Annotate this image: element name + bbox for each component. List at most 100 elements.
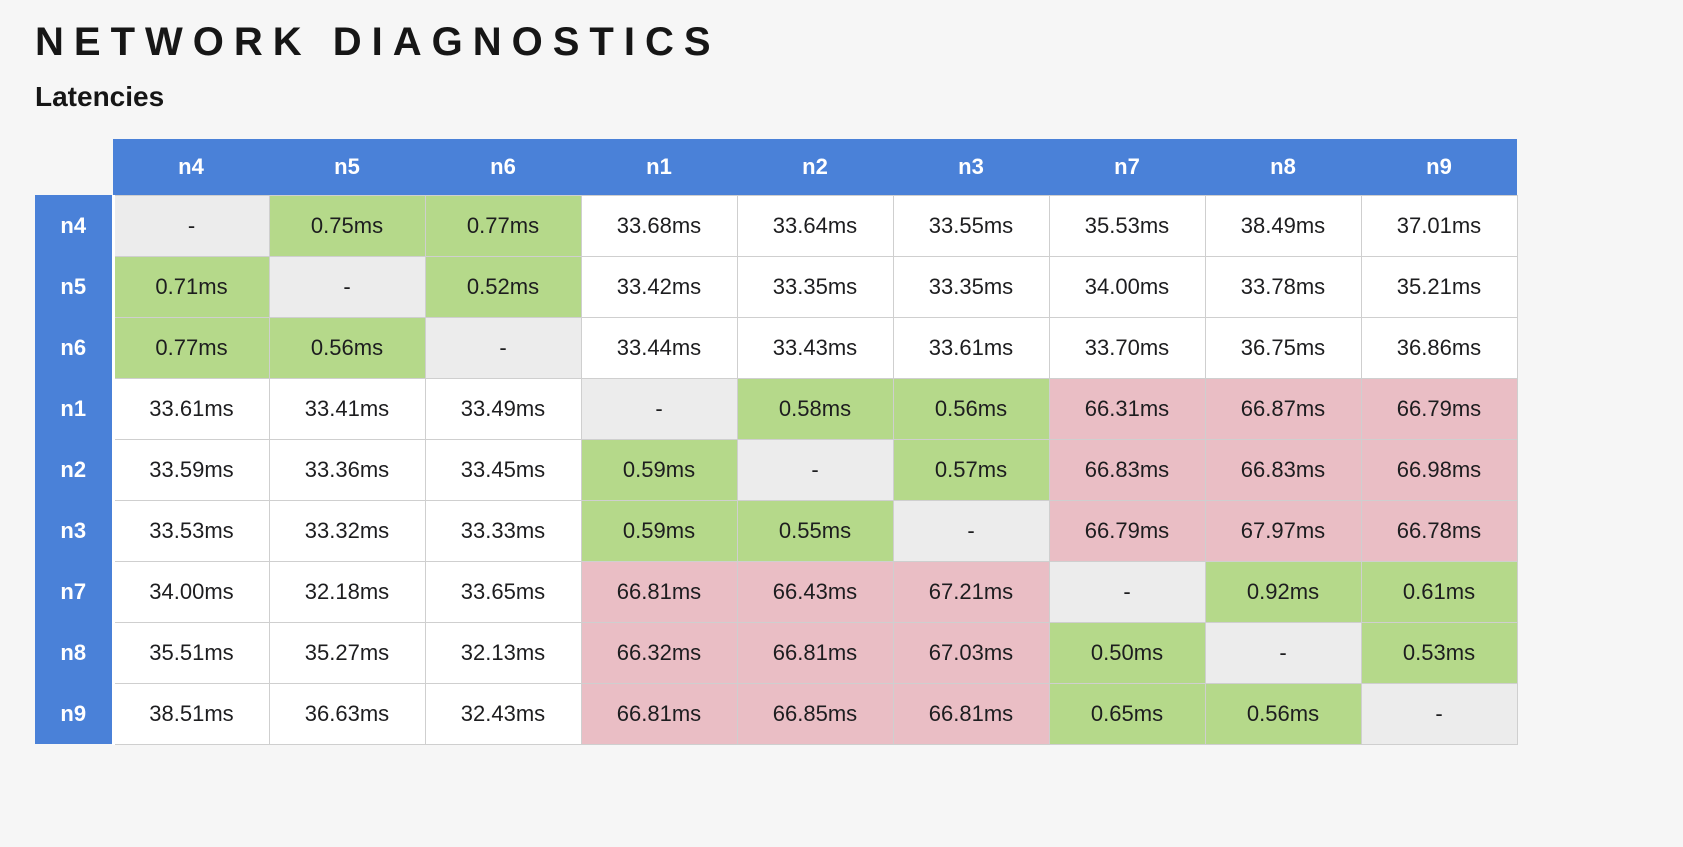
latency-cell-n1-n8: 66.87ms [1204, 377, 1362, 440]
row-header-n4: n4 [35, 195, 115, 256]
latency-cell-n3-n5: 33.32ms [268, 499, 426, 562]
latency-matrix-table: n4 n5 n6 n1 n2 n3 n7 n8 n9 n4-0.75ms 0.77ms 33.68m… [35, 139, 1518, 745]
latency-cell-n8-n2: 66.81ms [736, 621, 894, 684]
column-header-n6: n6 [425, 139, 581, 195]
latency-cell-n1-n4: 33.61ms [112, 377, 270, 440]
latency-cell-n9-n7: 0.65ms [1048, 682, 1206, 745]
row-header-n8: n8 [35, 622, 115, 683]
column-header-n1: n1 [581, 139, 737, 195]
latency-cell-n6-n1: 33.44ms [580, 316, 738, 379]
latency-cell-n4-n1: 33.68ms [580, 194, 738, 257]
latency-cell-n9-n9: - [1360, 682, 1518, 745]
latency-cell-n9-n2: 66.85ms [736, 682, 894, 745]
table-row-n8: n8 35.51ms 35.27ms 32.13ms 66.32ms 66.81ms 67.… [35, 621, 1518, 684]
latency-cell-n2-n1: 0.59ms [580, 438, 738, 501]
latency-cell-n1-n7: 66.31ms [1048, 377, 1206, 440]
latency-cell-n6-n4: 0.77ms [112, 316, 270, 379]
latency-cell-n7-n7: - [1048, 560, 1206, 623]
latency-cell-n2-n9: 66.98ms [1360, 438, 1518, 501]
latency-cell-n8-n5: 35.27ms [268, 621, 426, 684]
table-row-n1: n1 33.61ms 33.41ms 33.49ms -0.58ms 0.56ms 66.3… [35, 377, 1518, 440]
latency-cell-n1-n2: 0.58ms [736, 377, 894, 440]
latency-cell-n8-n4: 35.51ms [112, 621, 270, 684]
latency-cell-n3-n8: 67.97ms [1204, 499, 1362, 562]
latency-cell-n5-n4: 0.71ms [112, 255, 270, 318]
latency-cell-n9-n6: 32.43ms [424, 682, 582, 745]
latency-cell-n1-n6: 33.49ms [424, 377, 582, 440]
latency-cell-n7-n4: 34.00ms [112, 560, 270, 623]
latency-cell-n5-n5: - [268, 255, 426, 318]
latency-cell-n2-n6: 33.45ms [424, 438, 582, 501]
latency-cell-n7-n1: 66.81ms [580, 560, 738, 623]
row-header-n3: n3 [35, 500, 115, 561]
column-header-n5: n5 [269, 139, 425, 195]
latency-cell-n5-n9: 35.21ms [1360, 255, 1518, 318]
latency-cell-n8-n7: 0.50ms [1048, 621, 1206, 684]
latency-cell-n3-n7: 66.79ms [1048, 499, 1206, 562]
latency-cell-n4-n5: 0.75ms [268, 194, 426, 257]
latency-cell-n8-n9: 0.53ms [1360, 621, 1518, 684]
latency-cell-n1-n5: 33.41ms [268, 377, 426, 440]
column-header-n4: n4 [113, 139, 269, 195]
table-row-n2: n2 33.59ms 33.36ms 33.45ms 0.59ms -0.57ms 66.8… [35, 438, 1518, 501]
page-title: NETWORK DIAGNOSTICS [35, 20, 721, 64]
table-corner-cell [35, 139, 113, 195]
latency-cell-n6-n8: 36.75ms [1204, 316, 1362, 379]
latency-cell-n2-n5: 33.36ms [268, 438, 426, 501]
latency-cell-n1-n1: - [580, 377, 738, 440]
latency-cell-n3-n4: 33.53ms [112, 499, 270, 562]
latency-cell-n1-n3: 0.56ms [892, 377, 1050, 440]
latency-cell-n1-n9: 66.79ms [1360, 377, 1518, 440]
latency-cell-n6-n7: 33.70ms [1048, 316, 1206, 379]
row-header-n7: n7 [35, 561, 115, 622]
latency-cell-n6-n5: 0.56ms [268, 316, 426, 379]
latency-table-header: n4 n5 n6 n1 n2 n3 n7 n8 n9 [35, 139, 1517, 195]
row-header-n2: n2 [35, 439, 115, 500]
latency-cell-n4-n9: 37.01ms [1360, 194, 1518, 257]
latency-cell-n7-n2: 66.43ms [736, 560, 894, 623]
row-header-n1: n1 [35, 378, 115, 439]
row-header-n6: n6 [35, 317, 115, 378]
latency-cell-n3-n6: 33.33ms [424, 499, 582, 562]
latency-cell-n4-n2: 33.64ms [736, 194, 894, 257]
latency-cell-n5-n6: 0.52ms [424, 255, 582, 318]
latency-table-body: n4-0.75ms 0.77ms 33.68ms 33.64ms 33.55ms 35.5… [35, 194, 1518, 745]
latency-cell-n4-n8: 38.49ms [1204, 194, 1362, 257]
row-header-n5: n5 [35, 256, 115, 317]
latency-cell-n5-n3: 33.35ms [892, 255, 1050, 318]
latency-cell-n6-n2: 33.43ms [736, 316, 894, 379]
latency-cell-n7-n9: 0.61ms [1360, 560, 1518, 623]
latency-cell-n4-n3: 33.55ms [892, 194, 1050, 257]
latency-cell-n7-n3: 67.21ms [892, 560, 1050, 623]
column-header-n2: n2 [737, 139, 893, 195]
column-header-n7: n7 [1049, 139, 1205, 195]
latency-cell-n3-n9: 66.78ms [1360, 499, 1518, 562]
row-header-n9: n9 [35, 683, 115, 744]
column-header-n3: n3 [893, 139, 1049, 195]
column-header-n9: n9 [1361, 139, 1517, 195]
table-row-n6: n6 0.77ms 0.56ms -33.44ms 33.43ms 33.61ms 33.7… [35, 316, 1518, 379]
table-row-n7: n7 34.00ms 32.18ms 33.65ms 66.81ms 66.43ms 67.… [35, 560, 1518, 623]
latency-cell-n2-n3: 0.57ms [892, 438, 1050, 501]
latency-cell-n4-n6: 0.77ms [424, 194, 582, 257]
latency-cell-n7-n5: 32.18ms [268, 560, 426, 623]
latency-cell-n9-n5: 36.63ms [268, 682, 426, 745]
latency-cell-n3-n1: 0.59ms [580, 499, 738, 562]
latency-cell-n8-n6: 32.13ms [424, 621, 582, 684]
latency-cell-n9-n1: 66.81ms [580, 682, 738, 745]
latency-cell-n5-n7: 34.00ms [1048, 255, 1206, 318]
latency-cell-n2-n4: 33.59ms [112, 438, 270, 501]
latency-cell-n6-n3: 33.61ms [892, 316, 1050, 379]
latency-cell-n2-n8: 66.83ms [1204, 438, 1362, 501]
table-row-n4: n4-0.75ms 0.77ms 33.68ms 33.64ms 33.55ms 35.5… [35, 194, 1518, 257]
latency-cell-n9-n8: 0.56ms [1204, 682, 1362, 745]
latency-cell-n3-n3: - [892, 499, 1050, 562]
table-row-n5: n5 0.71ms -0.52ms 33.42ms 33.35ms 33.35ms 34.0… [35, 255, 1518, 318]
latency-cell-n5-n8: 33.78ms [1204, 255, 1362, 318]
latency-cell-n8-n1: 66.32ms [580, 621, 738, 684]
latency-cell-n5-n2: 33.35ms [736, 255, 894, 318]
latency-cell-n9-n4: 38.51ms [112, 682, 270, 745]
latency-cell-n2-n2: - [736, 438, 894, 501]
latency-cell-n8-n8: - [1204, 621, 1362, 684]
table-row-n9: n9 38.51ms 36.63ms 32.43ms 66.81ms 66.85ms 66.… [35, 682, 1518, 745]
